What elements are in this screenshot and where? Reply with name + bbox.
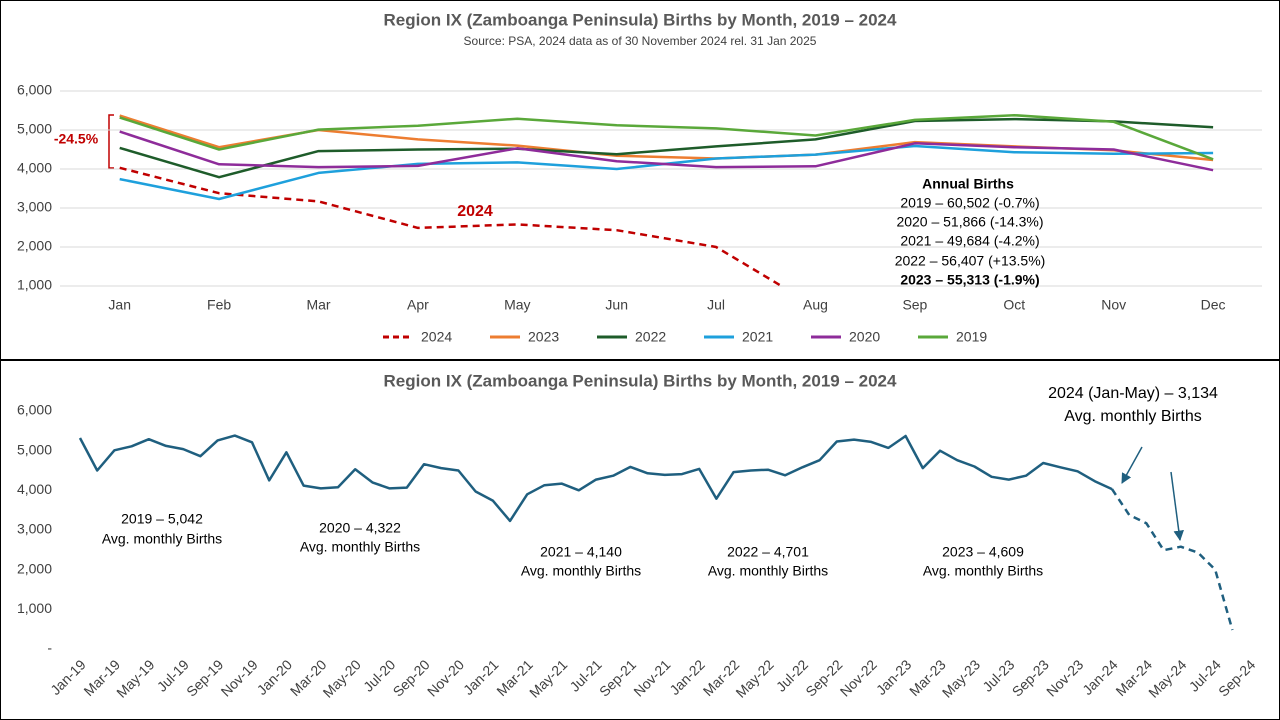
x-tick-label: Nov-23 [1043, 656, 1086, 699]
y-tick-label: 2,000 [17, 238, 52, 254]
x-tick-label: Nov [1101, 297, 1126, 313]
annotation: 2024 (Jan-May) – 3,134 [1048, 385, 1218, 402]
annotation: 2021 – 49,684 (-4.2%) [900, 233, 1039, 249]
y-tick-label: - [47, 640, 52, 656]
legend-label: 2020 [849, 329, 880, 345]
x-tick-label: Nov-21 [630, 656, 673, 699]
arrow [1170, 471, 1184, 542]
x-tick-label: Sep-21 [596, 656, 639, 699]
annotation: 2019 – 60,502 (-0.7%) [900, 195, 1039, 211]
x-tick-label: Mar [306, 297, 330, 313]
series-line [1110, 488, 1234, 631]
x-tick-label: Sep [902, 297, 927, 313]
x-tick-label: Jan-23 [873, 656, 915, 698]
y-tick-label: 6,000 [17, 402, 52, 418]
arrow [1121, 446, 1143, 484]
x-tick-label: Nov-22 [837, 656, 880, 699]
series-line [119, 144, 1214, 201]
annotation: 2020 – 4,322 [319, 520, 401, 536]
y-tick-label: 1,000 [17, 600, 52, 616]
y-tick-label: 4,000 [17, 481, 52, 497]
annotation: 2022 – 56,407 (+13.5%) [895, 253, 1046, 269]
annotation: 2023 – 4,609 [942, 544, 1024, 560]
y-tick-label: 3,000 [17, 521, 52, 537]
x-tick-label: May-24 [1145, 656, 1189, 700]
annotation: 2024 [457, 203, 493, 220]
series-line [119, 130, 1214, 172]
x-tick-label: Feb [207, 297, 231, 313]
x-tick-label: May [504, 297, 530, 313]
y-tick-label: 1,000 [17, 277, 52, 293]
annotation: Avg. monthly Births [1064, 408, 1202, 425]
annotation: 2023 – 55,313 (-1.9%) [900, 272, 1039, 288]
annotation: Avg. monthly Births [923, 563, 1043, 579]
annotation: 2019 – 5,042 [121, 511, 203, 527]
annotation: Annual Births [922, 176, 1014, 192]
x-tick-label: Jan [108, 297, 131, 313]
y-tick-label: 5,000 [17, 441, 52, 457]
y-tick-label: 4,000 [17, 160, 52, 176]
x-tick-label: Oct [1003, 297, 1025, 313]
bracket [108, 114, 114, 169]
y-tick-label: 2,000 [17, 560, 52, 576]
x-tick-label: Sep-19 [183, 656, 226, 699]
legend-label: 2019 [956, 329, 987, 345]
x-tick-label: Sep-24 [1215, 656, 1258, 699]
panel-border [0, 0, 1280, 360]
legend-label: 2021 [742, 329, 773, 345]
x-tick-label: May-20 [320, 656, 364, 700]
series-line [119, 166, 784, 286]
y-tick-label: 5,000 [17, 121, 52, 137]
x-tick-label: Jan-20 [254, 656, 296, 698]
annotation: 2021 – 4,140 [540, 544, 622, 560]
x-tick-label: Sep-22 [802, 656, 845, 699]
chart-title: Region IX (Zamboanga Peninsula) Births b… [384, 10, 897, 29]
plot-area [119, 113, 1214, 286]
x-tick-label: Dec [1201, 297, 1226, 313]
x-tick-label: Nov-19 [218, 656, 261, 699]
annotation: Avg. monthly Births [521, 563, 641, 579]
x-tick-label: May-23 [939, 656, 983, 700]
x-tick-label: Jan-19 [47, 656, 89, 698]
chart-title: Region IX (Zamboanga Peninsula) Births b… [384, 371, 897, 390]
legend-label: 2022 [635, 329, 666, 345]
x-tick-label: Apr [407, 297, 429, 313]
annotation: Avg. monthly Births [708, 563, 828, 579]
y-tick-label: 3,000 [17, 199, 52, 215]
annotation: 2020 – 51,866 (-14.3%) [896, 214, 1043, 230]
x-tick-label: Jan-24 [1079, 656, 1121, 698]
legend-label: 2023 [528, 329, 559, 345]
x-tick-label: May-21 [526, 656, 570, 700]
x-tick-label: May-19 [113, 656, 157, 700]
plot-area [78, 434, 1234, 631]
x-tick-label: Sep-20 [389, 656, 432, 699]
annotation: 2022 – 4,701 [727, 544, 809, 560]
annotation: -24.5% [54, 131, 99, 147]
x-tick-label: Jul [707, 297, 725, 313]
x-tick-label: Jun [605, 297, 628, 313]
y-tick-label: 6,000 [17, 82, 52, 98]
x-tick-label: Sep-23 [1009, 656, 1052, 699]
x-tick-label: Aug [803, 297, 828, 313]
x-tick-label: Jan-22 [666, 656, 708, 698]
x-tick-label: Nov-20 [424, 656, 467, 699]
x-tick-label: Jan-21 [460, 656, 502, 698]
legend-label: 2024 [421, 329, 452, 345]
series-line [78, 434, 1113, 523]
annotation: Avg. monthly Births [300, 539, 420, 555]
series-line [119, 117, 1214, 179]
annotation: Avg. monthly Births [102, 531, 222, 547]
x-tick-label: May-22 [732, 656, 776, 700]
chart-subtitle: Source: PSA, 2024 data as of 30 November… [464, 34, 817, 48]
series-line [119, 113, 1214, 161]
